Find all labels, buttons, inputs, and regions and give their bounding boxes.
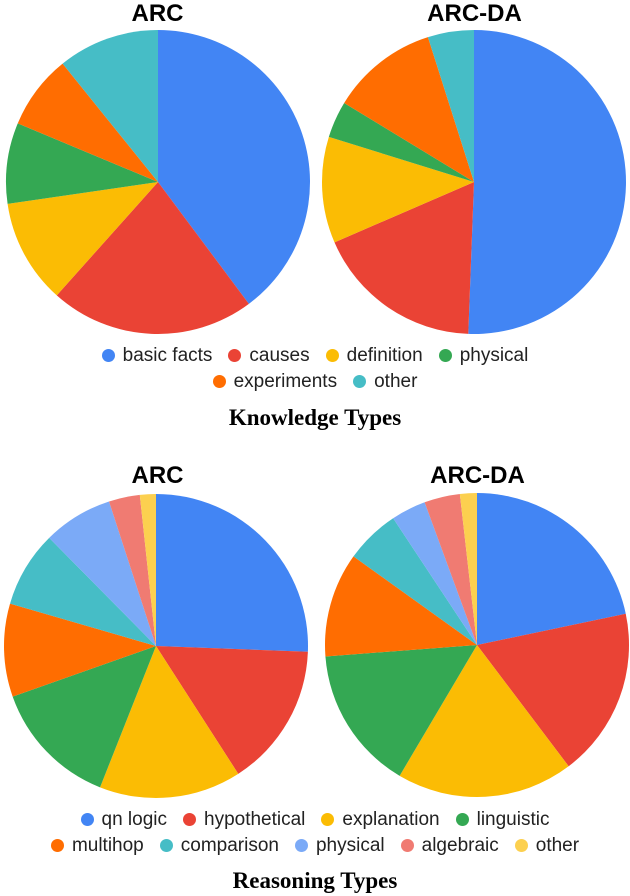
legend-dot-icon bbox=[438, 349, 452, 362]
pie-slice-other bbox=[459, 493, 477, 645]
pie-slice-comparison bbox=[10, 537, 157, 646]
legend-label: multihop bbox=[71, 835, 144, 856]
legend-item-explanation: explanation bbox=[321, 807, 440, 833]
reasoning-arc-title: ARC bbox=[131, 462, 184, 489]
legend-dot-icon bbox=[101, 349, 115, 362]
pie-slice-definition bbox=[7, 182, 159, 296]
legend-item-comparison: comparison bbox=[159, 833, 279, 859]
legend-item-experiments: experiments bbox=[212, 369, 338, 395]
reasoning-arcda-title: ARC-DA bbox=[430, 462, 525, 489]
legend-label: causes bbox=[249, 345, 310, 366]
pie-slice-experiments bbox=[344, 37, 474, 182]
legend-dot-icon bbox=[50, 839, 64, 852]
legend-dot-icon bbox=[321, 813, 335, 826]
pie-slice-other bbox=[427, 30, 474, 182]
pie-slice-physical bbox=[5, 123, 158, 204]
pie-slice-comparison bbox=[353, 518, 477, 645]
knowledge-arcda-pie bbox=[322, 30, 626, 334]
legend-dot-icon bbox=[183, 813, 196, 826]
reasoning-section-title: Reasoning Types bbox=[232, 868, 398, 893]
legend-dot-icon bbox=[80, 813, 94, 826]
legend-item-definition: definition bbox=[325, 343, 423, 369]
pie-slice-basic-facts bbox=[158, 30, 311, 304]
pie-slice-explanation bbox=[399, 645, 569, 797]
legend-item-qn-logic: qn logic bbox=[80, 807, 168, 833]
legend-label: other bbox=[535, 835, 580, 856]
reasoning-arcda-pie bbox=[325, 493, 629, 797]
legend-item-algebraic: algebraic bbox=[400, 833, 499, 859]
legend-label: hypothetical bbox=[204, 809, 306, 830]
pie-slice-linguistic bbox=[12, 646, 157, 788]
pie-slice-linguistic bbox=[325, 645, 477, 776]
legend-item-hypothetical: hypothetical bbox=[183, 807, 305, 833]
pie-slice-other bbox=[139, 494, 156, 646]
legend-label: explanation bbox=[342, 809, 440, 830]
pie-slice-qn-logic bbox=[156, 494, 308, 652]
knowledge-section-title: Knowledge Types bbox=[228, 405, 402, 430]
pie-slice-qn-logic bbox=[477, 493, 626, 645]
legend-item-causes: causes bbox=[228, 343, 310, 369]
legend-item-physical: physical bbox=[294, 833, 385, 859]
legend-item-linguistic: linguistic bbox=[455, 807, 550, 833]
legend-item-other: other bbox=[353, 369, 417, 395]
pie-slice-explanation bbox=[100, 646, 239, 798]
knowledge-legend: basic facts causes definition physical exper… bbox=[0, 343, 630, 395]
pie-slice-algebraic bbox=[109, 494, 156, 646]
legend-label: comparison bbox=[180, 835, 279, 856]
legend-label: qn logic bbox=[101, 809, 168, 830]
legend-dot-icon bbox=[294, 839, 308, 852]
legend-dot-icon bbox=[455, 813, 469, 826]
legend-dot-icon bbox=[514, 839, 528, 852]
legend-label: basic facts bbox=[122, 345, 213, 366]
knowledge-arc-pie bbox=[5, 30, 311, 334]
pie-slice-other bbox=[62, 30, 158, 182]
legend-label: linguistic bbox=[476, 809, 550, 830]
pie-slice-experiments bbox=[17, 63, 159, 182]
legend-dot-icon bbox=[325, 349, 339, 362]
pie-slice-physical bbox=[393, 502, 477, 645]
legend-dot-icon bbox=[159, 839, 173, 852]
legend-item-other: other bbox=[514, 833, 580, 859]
legend-label: physical bbox=[315, 835, 385, 856]
legend-label: experiments bbox=[233, 371, 338, 392]
knowledge-arcda-title: ARC-DA bbox=[427, 0, 522, 27]
pie-slice-hypothetical bbox=[477, 613, 629, 767]
pie-slice-multihop bbox=[325, 556, 477, 657]
pie-slice-physical bbox=[328, 102, 474, 182]
pie-slice-causes bbox=[56, 182, 249, 334]
legend-dot-icon bbox=[228, 349, 242, 362]
legend-dot-icon bbox=[353, 375, 367, 388]
legend-dot-icon bbox=[400, 839, 414, 852]
legend-label: physical bbox=[459, 345, 529, 366]
pie-slice-definition bbox=[322, 136, 474, 243]
pie-slice-hypothetical bbox=[156, 646, 308, 774]
legend-dot-icon bbox=[212, 375, 226, 388]
pie-slice-causes bbox=[334, 182, 474, 334]
knowledge-arc-title: ARC bbox=[131, 0, 184, 27]
pie-slice-basic-facts bbox=[468, 30, 626, 334]
legend-label: definition bbox=[346, 345, 423, 366]
pie-slice-physical bbox=[49, 501, 156, 646]
pie-slice-multihop bbox=[3, 603, 156, 697]
legend-label: algebraic bbox=[421, 835, 499, 856]
legend-item-multihop: multihop bbox=[50, 833, 144, 859]
legend-item-physical: physical bbox=[438, 343, 529, 369]
reasoning-arc-pie bbox=[3, 494, 308, 798]
pie-slice-algebraic bbox=[424, 493, 477, 645]
reasoning-legend: qn logic hypothetical explanation linguisti… bbox=[0, 807, 630, 859]
legend-label: other bbox=[374, 371, 418, 392]
legend-item-basic-facts: basic facts bbox=[101, 343, 213, 369]
